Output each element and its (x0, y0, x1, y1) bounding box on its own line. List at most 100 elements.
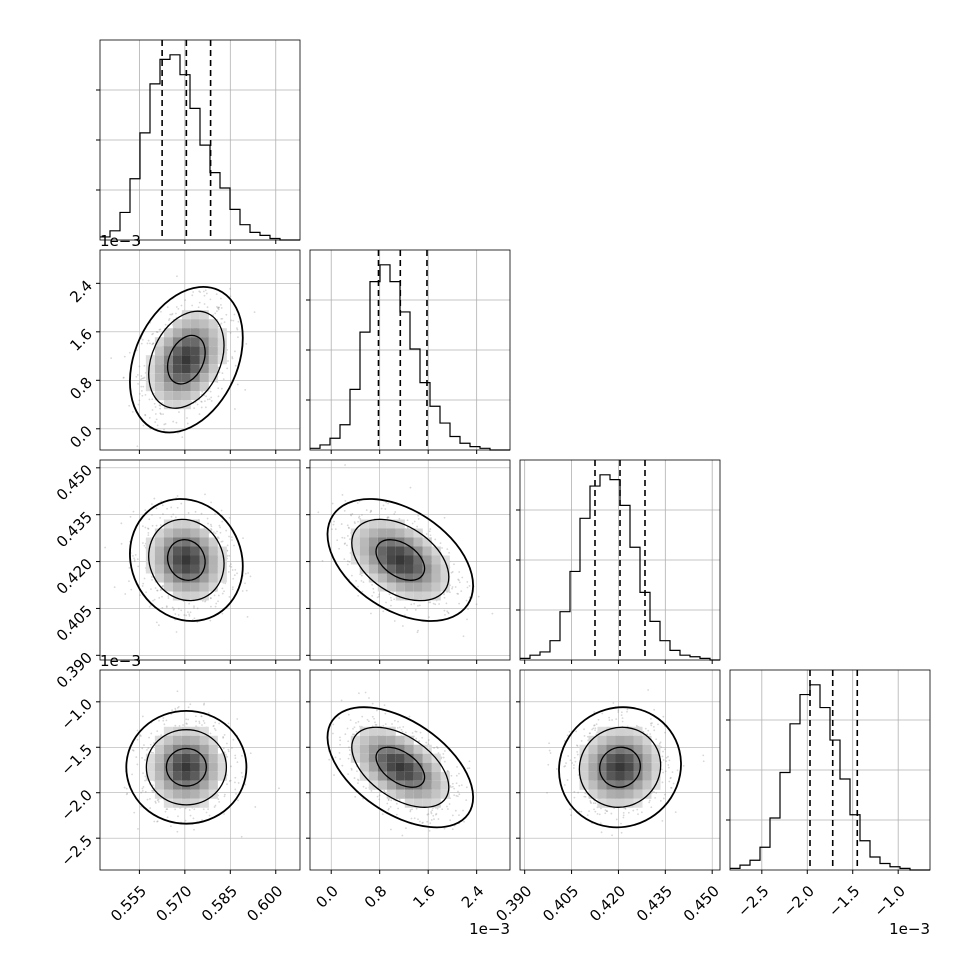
density-cell (208, 537, 218, 547)
density-cell (440, 582, 450, 592)
density-cell (350, 528, 360, 538)
density-cell (642, 753, 652, 763)
density-cell (395, 564, 405, 574)
density-cell (431, 546, 441, 556)
scatter-panel-2-1 (306, 459, 511, 664)
y-offset-label: 1e−3 (100, 652, 141, 670)
contour-line (145, 729, 228, 806)
panel-frame (99, 249, 301, 451)
density-cell (440, 780, 450, 790)
contour-line (375, 746, 426, 788)
density-cell (181, 591, 191, 601)
density-cell (368, 564, 378, 574)
density-cell (386, 762, 396, 772)
density-cell (163, 780, 173, 790)
density-cell (217, 771, 227, 781)
histogram-series (100, 54, 300, 241)
density-cell (588, 789, 598, 799)
density-cell (633, 744, 643, 754)
density-cell (199, 555, 209, 565)
density-cell (181, 582, 191, 592)
density-cell (615, 762, 625, 772)
density-cell (651, 771, 661, 781)
density-cell (422, 753, 432, 763)
density-cell (163, 762, 173, 772)
density-cell (386, 519, 396, 529)
density-cell (359, 555, 369, 565)
density-cell (368, 519, 378, 529)
density-cell (377, 762, 387, 772)
density-cell (199, 537, 209, 547)
density-cell (172, 564, 182, 574)
density-cell (181, 346, 191, 356)
density-cell (199, 735, 209, 745)
density-cell (208, 753, 218, 763)
density-cell (190, 771, 200, 781)
contour-line (148, 310, 225, 409)
density-cell (190, 373, 200, 383)
density-cell (190, 364, 200, 374)
density-cell (181, 364, 191, 374)
density-cell (199, 789, 209, 799)
density-cell (395, 735, 405, 745)
density-cell (190, 564, 200, 574)
contour-line (351, 726, 450, 808)
density-cell (190, 780, 200, 790)
density-cell (163, 528, 173, 538)
density-cell (422, 546, 432, 556)
density-cell (624, 753, 634, 763)
density-cell (431, 573, 441, 583)
density-cell (606, 789, 616, 799)
density-cell (368, 546, 378, 556)
density-cell (588, 744, 598, 754)
density-cell (154, 753, 164, 763)
density-cell (208, 573, 218, 583)
contour-line (375, 539, 426, 581)
density-cell (190, 391, 200, 401)
density-cell (181, 735, 191, 745)
density-cell (163, 744, 173, 754)
density-cell (633, 780, 643, 790)
density-cell (190, 735, 200, 745)
density-cell (422, 780, 432, 790)
density-cell (163, 337, 173, 347)
density-cell (588, 762, 598, 772)
density-cell (199, 546, 209, 556)
density-cell (181, 753, 191, 763)
density-cell (422, 564, 432, 574)
density-cell (395, 591, 405, 601)
density-cell (431, 564, 441, 574)
density-cell (190, 319, 200, 329)
density-cell (217, 346, 227, 356)
density-cell (615, 753, 625, 763)
density-cell (154, 762, 164, 772)
density-cell (395, 555, 405, 565)
density-cell (208, 346, 218, 356)
density-cell (431, 582, 441, 592)
density-cell (386, 546, 396, 556)
density-cell (208, 762, 218, 772)
density-cell (386, 744, 396, 754)
density-cell (217, 337, 227, 347)
contour-line (326, 706, 475, 829)
panel-body (100, 250, 300, 450)
density-cell (154, 564, 164, 574)
density-cell (172, 591, 182, 601)
density-cell (615, 726, 625, 736)
density-cell (395, 753, 405, 763)
density-cell (368, 753, 378, 763)
density-cell (190, 555, 200, 565)
density-cell (181, 355, 191, 365)
density-cell (181, 310, 191, 320)
density-cell (422, 555, 432, 565)
density-cell (431, 555, 441, 565)
density-cell (199, 382, 209, 392)
density-cell (359, 564, 369, 574)
density-cell (597, 762, 607, 772)
density-cell (190, 337, 200, 347)
density-cell (190, 726, 200, 736)
panel-frame (99, 669, 301, 871)
density-cell (199, 582, 209, 592)
density-cell (190, 310, 200, 320)
density-cell (642, 780, 652, 790)
